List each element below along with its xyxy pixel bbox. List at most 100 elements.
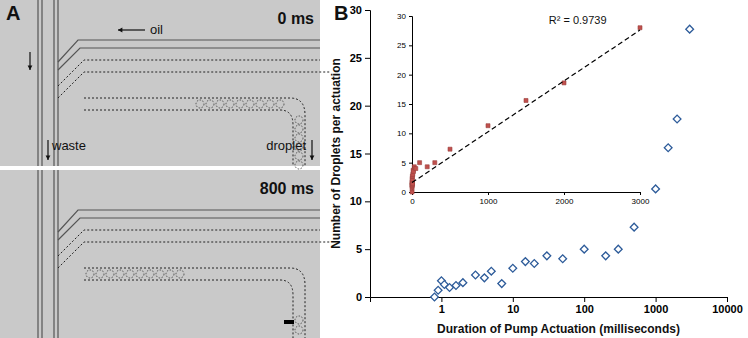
tick-label: 30 bbox=[350, 4, 362, 16]
data-point bbox=[652, 185, 660, 193]
frame-background bbox=[0, 0, 320, 166]
data-point bbox=[522, 258, 530, 266]
droplet bbox=[256, 100, 264, 108]
arrow-head bbox=[46, 156, 51, 160]
tick-label: 10 bbox=[507, 303, 519, 315]
tick-label: 10 bbox=[397, 129, 406, 138]
frame-background bbox=[0, 170, 320, 338]
data-point bbox=[530, 260, 538, 268]
frame: 800 ms bbox=[0, 170, 330, 338]
data-point bbox=[410, 182, 414, 186]
data-point bbox=[434, 286, 442, 294]
trend-line bbox=[412, 30, 640, 183]
tick: 10 bbox=[397, 129, 412, 138]
data-point bbox=[602, 252, 610, 260]
channel-label: waste bbox=[51, 138, 86, 153]
data-point bbox=[543, 252, 551, 260]
tick-label: 0 bbox=[402, 188, 407, 197]
tick-mark bbox=[409, 16, 412, 17]
tick-label: 1000 bbox=[480, 197, 498, 206]
channel-label: oil bbox=[150, 22, 163, 37]
data-point bbox=[686, 25, 694, 33]
data-point bbox=[481, 274, 489, 282]
tick-mark bbox=[441, 297, 442, 302]
tick-mark bbox=[409, 133, 412, 134]
tick-mark bbox=[409, 75, 412, 76]
droplet bbox=[196, 100, 204, 108]
arrow-head bbox=[310, 156, 315, 160]
inset-background bbox=[386, 6, 650, 212]
droplet bbox=[106, 270, 114, 278]
tick-mark bbox=[365, 106, 370, 107]
tick-mark bbox=[656, 297, 657, 302]
tick-mark bbox=[365, 58, 370, 59]
droplet bbox=[96, 270, 104, 278]
tick-mark bbox=[365, 201, 370, 202]
data-point bbox=[472, 271, 480, 279]
tick: 20 bbox=[397, 71, 412, 80]
data-point bbox=[614, 245, 622, 253]
droplet bbox=[295, 125, 303, 133]
tick: 1 bbox=[439, 297, 445, 315]
tick-label: 30 bbox=[397, 12, 406, 21]
x-axis: 110100100010000 bbox=[371, 297, 743, 315]
tick: 25 bbox=[397, 41, 412, 50]
tick: 15 bbox=[397, 100, 412, 109]
data-point bbox=[459, 279, 467, 287]
channel-wall bbox=[41, 170, 42, 338]
inset-chart: 0100020003000051015202530R² = 0.9739 bbox=[386, 6, 650, 212]
tick: 1000 bbox=[480, 192, 498, 206]
tick: 5 bbox=[402, 159, 412, 168]
tick-label: 15 bbox=[350, 148, 362, 160]
tick: 1000 bbox=[644, 297, 668, 315]
channel-wall bbox=[37, 0, 38, 166]
tick: 2000 bbox=[556, 192, 574, 206]
tick-mark bbox=[365, 249, 370, 250]
panel-label: A bbox=[6, 2, 20, 24]
droplet bbox=[295, 161, 303, 169]
y-axis: 0 5 10 15 20 25 30 bbox=[397, 12, 412, 197]
axis-line bbox=[365, 11, 371, 298]
data-point bbox=[448, 147, 452, 151]
channel-label: droplet bbox=[266, 138, 306, 153]
droplet bbox=[236, 100, 244, 108]
droplet bbox=[126, 270, 134, 278]
data-point bbox=[509, 264, 517, 272]
droplet bbox=[86, 270, 94, 278]
data-point bbox=[524, 98, 528, 102]
droplet bbox=[246, 100, 254, 108]
tick: 20 bbox=[350, 100, 370, 112]
droplet bbox=[276, 100, 284, 108]
channel-outline bbox=[58, 60, 330, 166]
data-point bbox=[410, 190, 414, 194]
tick: 0 bbox=[356, 291, 370, 303]
tick-label: 1000 bbox=[644, 303, 668, 315]
data-point bbox=[425, 165, 429, 169]
tick: 30 bbox=[350, 4, 370, 16]
data-point bbox=[487, 267, 495, 275]
tick-mark bbox=[365, 297, 370, 298]
droplet bbox=[146, 270, 154, 278]
tick-label: 1 bbox=[439, 303, 445, 315]
tick-label: 2000 bbox=[556, 197, 574, 206]
droplet bbox=[295, 116, 303, 124]
axis-line bbox=[371, 298, 728, 303]
tick-mark bbox=[488, 192, 489, 195]
droplet bbox=[136, 270, 144, 278]
tick-label: 25 bbox=[397, 41, 406, 50]
channel-wall bbox=[58, 210, 320, 240]
data-point bbox=[673, 115, 681, 123]
tick-label: 100 bbox=[576, 303, 594, 315]
data-point bbox=[431, 293, 439, 301]
tick-mark bbox=[564, 192, 565, 195]
tick-mark bbox=[409, 163, 412, 164]
panel-a: 0 ms800 ms Aoil waste droplet bbox=[0, 0, 330, 338]
data-point bbox=[664, 144, 672, 152]
arrow-head bbox=[118, 28, 122, 33]
arrow-head bbox=[28, 66, 33, 70]
y-axis: 051015202530 bbox=[350, 4, 371, 303]
frame: 0 ms bbox=[0, 0, 330, 169]
droplet bbox=[176, 270, 184, 278]
data-point bbox=[580, 245, 588, 253]
data-point bbox=[433, 161, 437, 165]
